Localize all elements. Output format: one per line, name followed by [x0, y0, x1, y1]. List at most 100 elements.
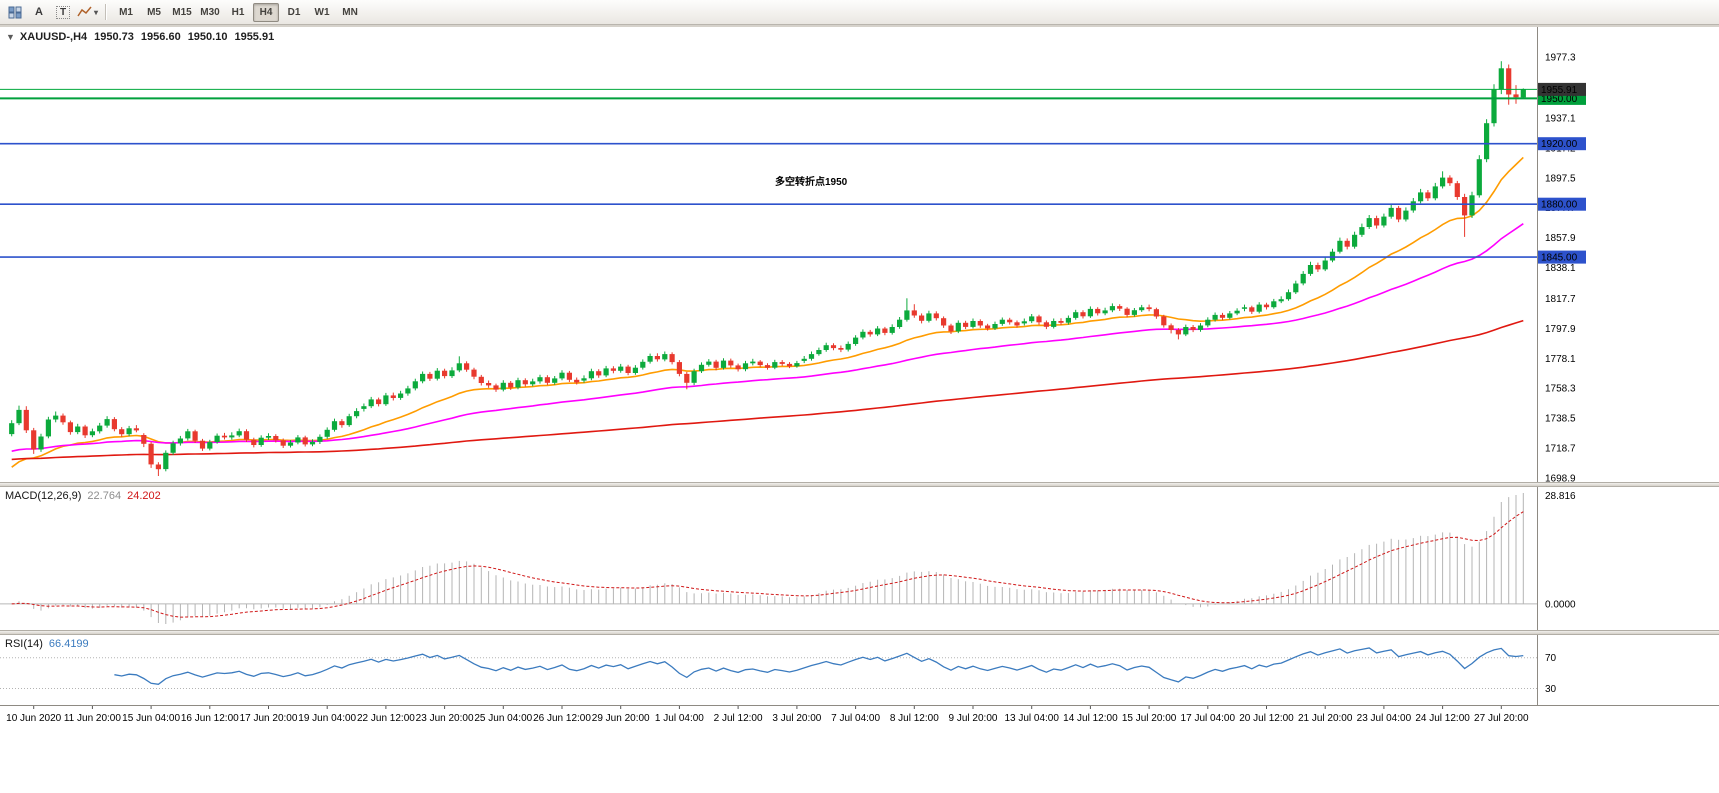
svg-text:1857.9: 1857.9: [1545, 233, 1576, 244]
rsi-levels: 70 30: [0, 653, 1557, 695]
bottom-spacer: [0, 727, 1719, 793]
ohlc-close: 1955.91: [234, 31, 275, 43]
zigzag-icon: [77, 6, 92, 17]
svg-text:1 Jul 04:00: 1 Jul 04:00: [655, 713, 704, 724]
timeframe-button-m30[interactable]: M30: [197, 3, 223, 22]
svg-text:1758.3: 1758.3: [1545, 384, 1576, 395]
svg-text:7 Jul 04:00: 7 Jul 04:00: [831, 713, 880, 724]
svg-text:1880.00: 1880.00: [1541, 200, 1578, 211]
svg-text:1897.5: 1897.5: [1545, 173, 1576, 184]
svg-text:24 Jul 12:00: 24 Jul 12:00: [1415, 713, 1470, 724]
svg-text:21 Jul 20:00: 21 Jul 20:00: [1298, 713, 1353, 724]
svg-text:26 Jun 12:00: 26 Jun 12:00: [533, 713, 591, 724]
svg-text:23 Jun 20:00: 23 Jun 20:00: [416, 713, 474, 724]
rsi-name: RSI(14): [5, 638, 43, 650]
text-label-glyph: T: [55, 5, 71, 19]
svg-text:13 Jul 04:00: 13 Jul 04:00: [1004, 713, 1059, 724]
price-chart-canvas[interactable]: 1977.31957.41937.11917.21897.51877.71857…: [0, 27, 1719, 482]
toolbar: A T ▾ M1 M5 M15 M30 H1 H4 D1 W1 MN: [0, 0, 1719, 25]
timeframe-button-h1[interactable]: H1: [225, 3, 251, 22]
price-chart-pane[interactable]: 1977.31957.41937.11917.21897.51877.71857…: [0, 27, 1719, 482]
macd-canvas[interactable]: 28.816 0.0000: [0, 487, 1719, 630]
price-ticks: 1977.31957.41937.11917.21897.51877.71857…: [1545, 53, 1576, 482]
text-label-button[interactable]: T: [52, 2, 74, 22]
level-lines: 1950.00 1920.00 1880.00 1845.00 1955.91: [0, 82, 1586, 264]
timeframe-button-d1[interactable]: D1: [281, 3, 307, 22]
macd-pane[interactable]: 28.816 0.0000 MACD(12,26,9) 22.764 24.202: [0, 487, 1719, 630]
svg-text:28.816: 28.816: [1545, 491, 1576, 502]
charts-grid-icon: [8, 6, 22, 18]
svg-text:1845.00: 1845.00: [1541, 253, 1578, 264]
macd-histogram: [18, 493, 1524, 624]
toolbar-separator: [105, 4, 108, 20]
svg-text:1778.1: 1778.1: [1545, 354, 1576, 365]
svg-text:1955.91: 1955.91: [1541, 85, 1578, 96]
timeframe-button-mn[interactable]: MN: [337, 3, 363, 22]
pane-splitter-macd[interactable]: [0, 482, 1719, 487]
svg-text:27 Jul 20:00: 27 Jul 20:00: [1474, 713, 1529, 724]
svg-text:23 Jul 04:00: 23 Jul 04:00: [1357, 713, 1412, 724]
svg-text:17 Jul 04:00: 17 Jul 04:00: [1181, 713, 1236, 724]
rsi-label: RSI(14) 66.4199: [5, 638, 95, 650]
candles: [9, 61, 1526, 476]
line-studies-button[interactable]: ▾: [76, 2, 99, 22]
svg-text:1977.3: 1977.3: [1545, 53, 1576, 64]
svg-text:10 Jun 2020: 10 Jun 2020: [6, 713, 61, 724]
svg-text:多空转折点1950: 多空转折点1950: [775, 175, 848, 188]
window-chrome-strip: [0, 25, 1719, 27]
timeframe-button-h4[interactable]: H4: [253, 2, 280, 22]
svg-text:1950.00: 1950.00: [1541, 94, 1578, 105]
svg-text:1797.9: 1797.9: [1545, 324, 1576, 335]
svg-text:3 Jul 20:00: 3 Jul 20:00: [772, 713, 821, 724]
time-labels: 10 Jun 2020 11 Jun 20:00 15 Jun 04:00 16 Ju…: [6, 706, 1529, 724]
macd-main-value: 22.764: [87, 490, 122, 502]
svg-text:22 Jun 12:00: 22 Jun 12:00: [357, 713, 415, 724]
macd-signal-line: [11, 511, 1524, 618]
rsi-pane[interactable]: 70 30 RSI(14) 66.4199: [0, 635, 1719, 705]
timeframe-button-m15[interactable]: M15: [169, 3, 195, 22]
timeframe-button-w1[interactable]: W1: [309, 3, 335, 22]
svg-text:2 Jul 12:00: 2 Jul 12:00: [714, 713, 763, 724]
svg-text:1738.5: 1738.5: [1545, 414, 1576, 425]
chart-title: ▼ XAUUSD-,H4 1950.73 1956.60 1950.10 1955.91: [6, 31, 274, 43]
svg-text:29 Jun 20:00: 29 Jun 20:00: [592, 713, 650, 724]
svg-text:17 Jun 20:00: 17 Jun 20:00: [240, 713, 298, 724]
svg-text:0.0000: 0.0000: [1545, 599, 1576, 610]
ohlc-high: 1956.60: [140, 31, 181, 43]
svg-text:11 Jun 20:00: 11 Jun 20:00: [64, 713, 122, 724]
macd-scale: 28.816 0.0000: [1545, 491, 1576, 610]
timeframe-button-m5[interactable]: M5: [141, 3, 167, 22]
one-click-collapse-arrow[interactable]: ▼: [6, 32, 15, 42]
annotation-text: 多空转折点1950: [775, 175, 848, 188]
charts-grid-button[interactable]: [4, 2, 26, 22]
macd-name: MACD(12,26,9): [5, 490, 82, 502]
svg-text:70: 70: [1545, 653, 1557, 664]
svg-text:15 Jun 04:00: 15 Jun 04:00: [122, 713, 180, 724]
svg-text:1937.1: 1937.1: [1545, 113, 1576, 124]
svg-text:19 Jun 04:00: 19 Jun 04:00: [298, 713, 356, 724]
svg-text:1718.7: 1718.7: [1545, 444, 1576, 455]
svg-text:15 Jul 20:00: 15 Jul 20:00: [1122, 713, 1177, 724]
svg-text:8 Jul 12:00: 8 Jul 12:00: [890, 713, 939, 724]
timeframe-button-m1[interactable]: M1: [113, 3, 139, 22]
macd-label: MACD(12,26,9) 22.764 24.202: [5, 490, 167, 502]
time-axis[interactable]: 10 Jun 2020 11 Jun 20:00 15 Jun 04:00 16 Ju…: [0, 705, 1719, 727]
ohlc-open: 1950.73: [94, 31, 134, 43]
text-annotation-button[interactable]: A: [28, 2, 50, 22]
svg-text:20 Jul 12:00: 20 Jul 12:00: [1239, 713, 1294, 724]
svg-text:1698.9: 1698.9: [1545, 474, 1576, 482]
svg-text:1838.1: 1838.1: [1545, 263, 1576, 274]
svg-text:16 Jun 12:00: 16 Jun 12:00: [181, 713, 239, 724]
svg-text:14 Jul 12:00: 14 Jul 12:00: [1063, 713, 1118, 724]
svg-text:1817.7: 1817.7: [1545, 294, 1576, 305]
pane-splitter-rsi[interactable]: [0, 630, 1719, 635]
rsi-line: [114, 647, 1524, 685]
svg-text:25 Jun 04:00: 25 Jun 04:00: [474, 713, 532, 724]
rsi-canvas[interactable]: 70 30: [0, 635, 1719, 705]
svg-text:30: 30: [1545, 684, 1557, 695]
svg-text:1920.00: 1920.00: [1541, 139, 1578, 150]
macd-signal-value: 24.202: [127, 490, 161, 502]
time-axis-canvas: 10 Jun 2020 11 Jun 20:00 15 Jun 04:00 16 Ju…: [6, 706, 1529, 724]
svg-text:9 Jul 20:00: 9 Jul 20:00: [949, 713, 998, 724]
